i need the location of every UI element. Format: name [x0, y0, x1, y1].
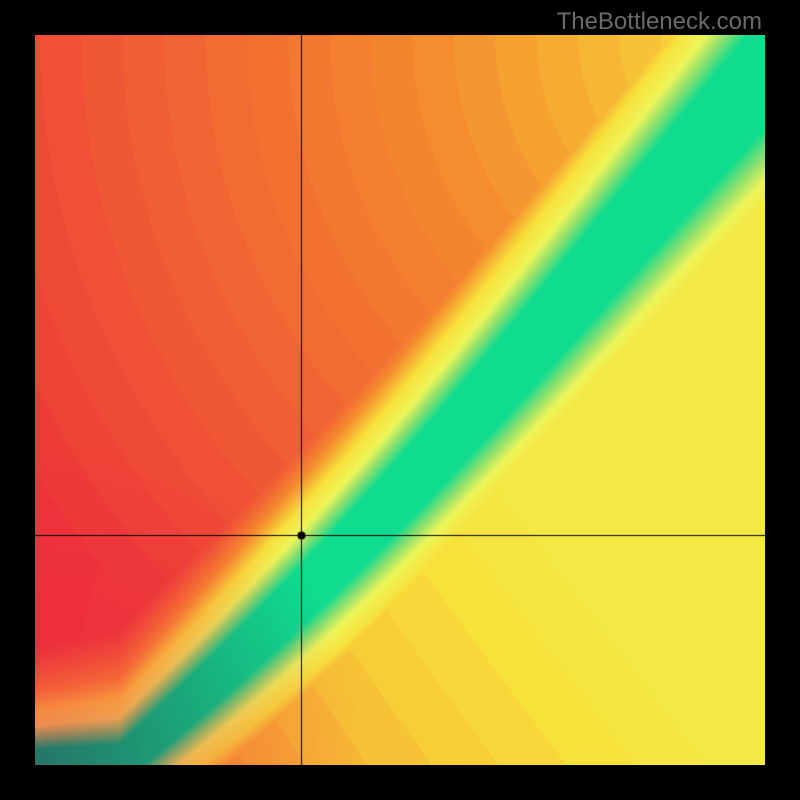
watermark-text: TheBottleneck.com: [557, 8, 762, 36]
chart-container: TheBottleneck.com: [0, 0, 800, 800]
bottleneck-heatmap: [35, 35, 765, 765]
